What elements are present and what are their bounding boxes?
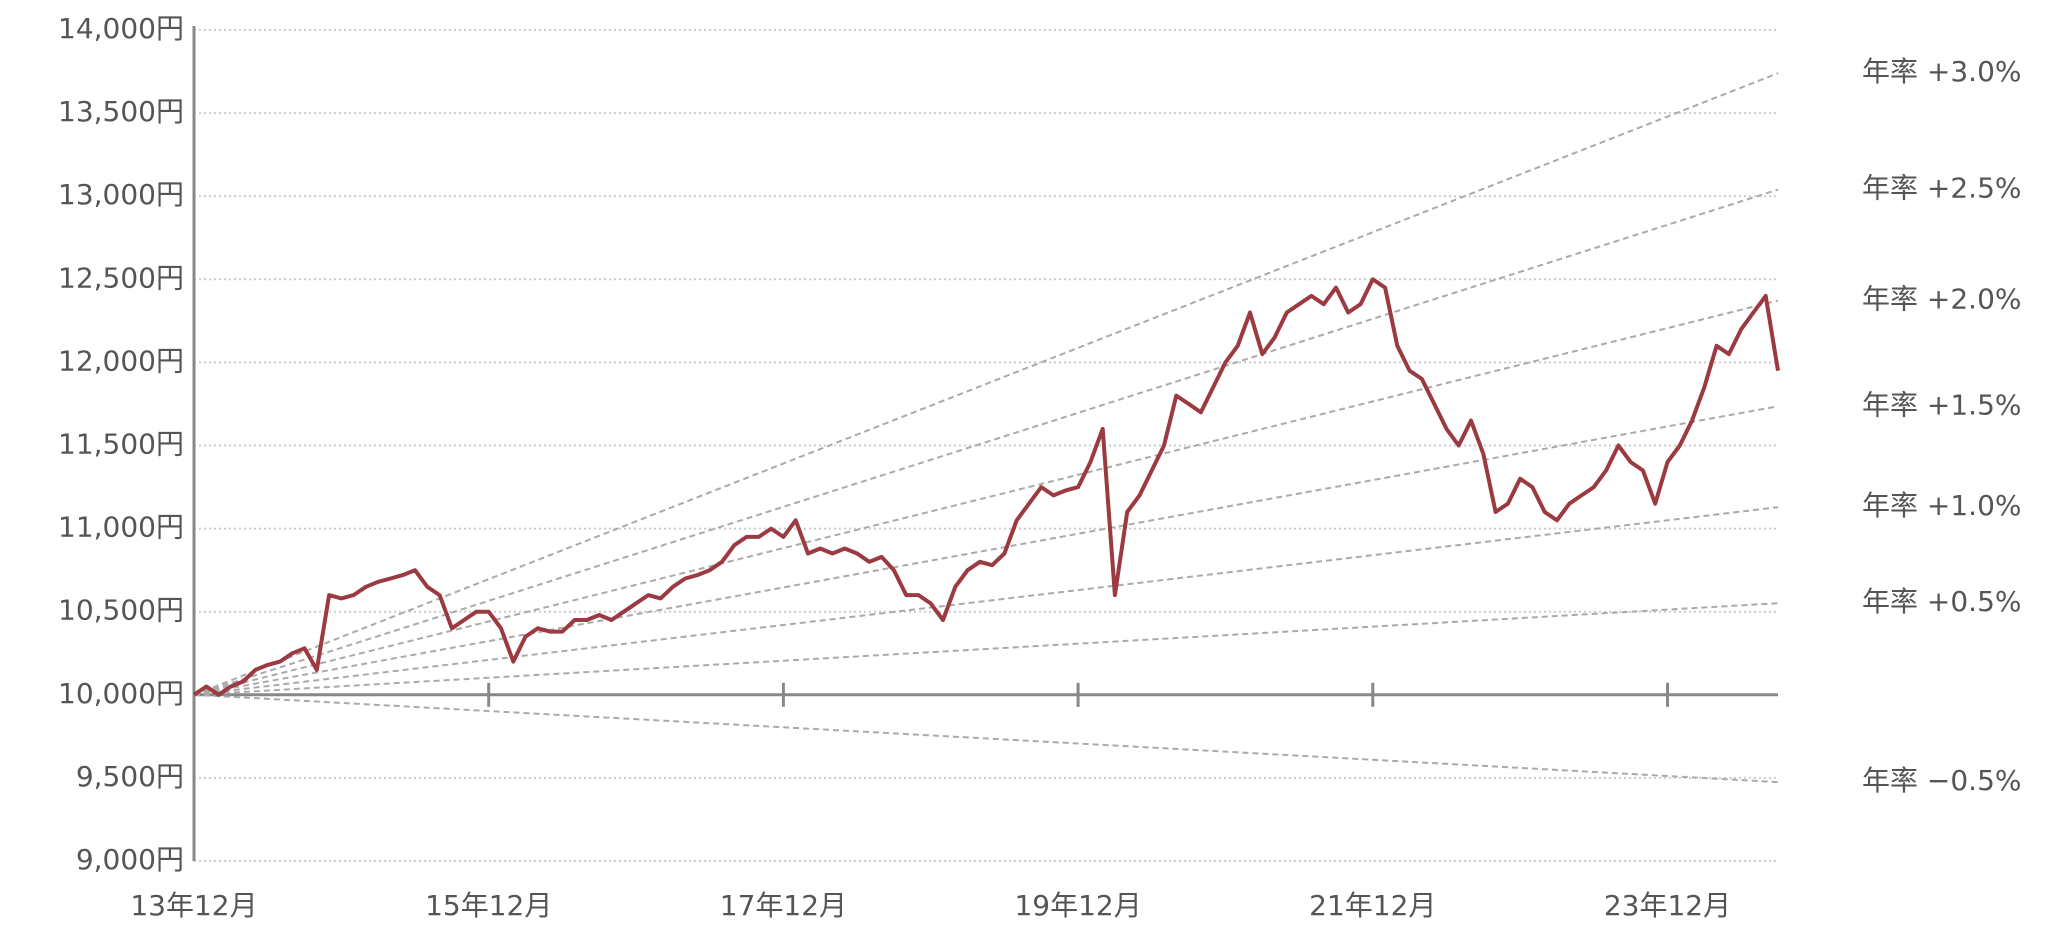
x-tick-label: 17年12月 — [720, 889, 847, 922]
reference-label: 年率 +2.5% — [1862, 172, 2022, 205]
reference-line — [193, 506, 1779, 696]
y-tick-label: 14,000円 — [58, 12, 184, 45]
price-line — [192, 277, 1780, 697]
reference-line — [193, 188, 1779, 696]
reference-label: 年率 +1.5% — [1862, 388, 2022, 421]
reference-label: 年率 +3.0% — [1862, 55, 2022, 88]
reference-label: 年率 +1.0% — [1862, 489, 2022, 522]
y-tick-label: 9,000円 — [76, 843, 184, 876]
x-tick-label: 13年12月 — [130, 889, 257, 922]
y-tick-label: 11,000円 — [58, 511, 184, 544]
reference-line — [193, 72, 1779, 696]
reference-label: 年率 +0.5% — [1862, 585, 2022, 618]
reference-line — [193, 602, 1779, 696]
y-tick-label: 9,500円 — [76, 760, 184, 793]
reference-label: 年率 −0.5% — [1862, 764, 2022, 797]
y-tick-label: 13,000円 — [58, 178, 184, 211]
y-tick-label: 12,000円 — [58, 344, 184, 377]
reference-line — [193, 299, 1779, 696]
y-tick-label: 11,500円 — [58, 428, 184, 461]
y-tick-label: 10,000円 — [58, 677, 184, 710]
x-tick-label: 15年12月 — [425, 889, 552, 922]
y-tick-label: 10,500円 — [58, 594, 184, 627]
reference-line — [193, 693, 1779, 784]
y-tick-label: 13,500円 — [58, 95, 184, 128]
x-tick-label: 21年12月 — [1309, 889, 1436, 922]
x-tick-label: 23年12月 — [1604, 889, 1731, 922]
y-tick-label: 12,500円 — [58, 261, 184, 294]
reference-label: 年率 +2.0% — [1862, 283, 2022, 316]
x-tick-label: 19年12月 — [1014, 889, 1141, 922]
reference-line — [193, 405, 1779, 696]
